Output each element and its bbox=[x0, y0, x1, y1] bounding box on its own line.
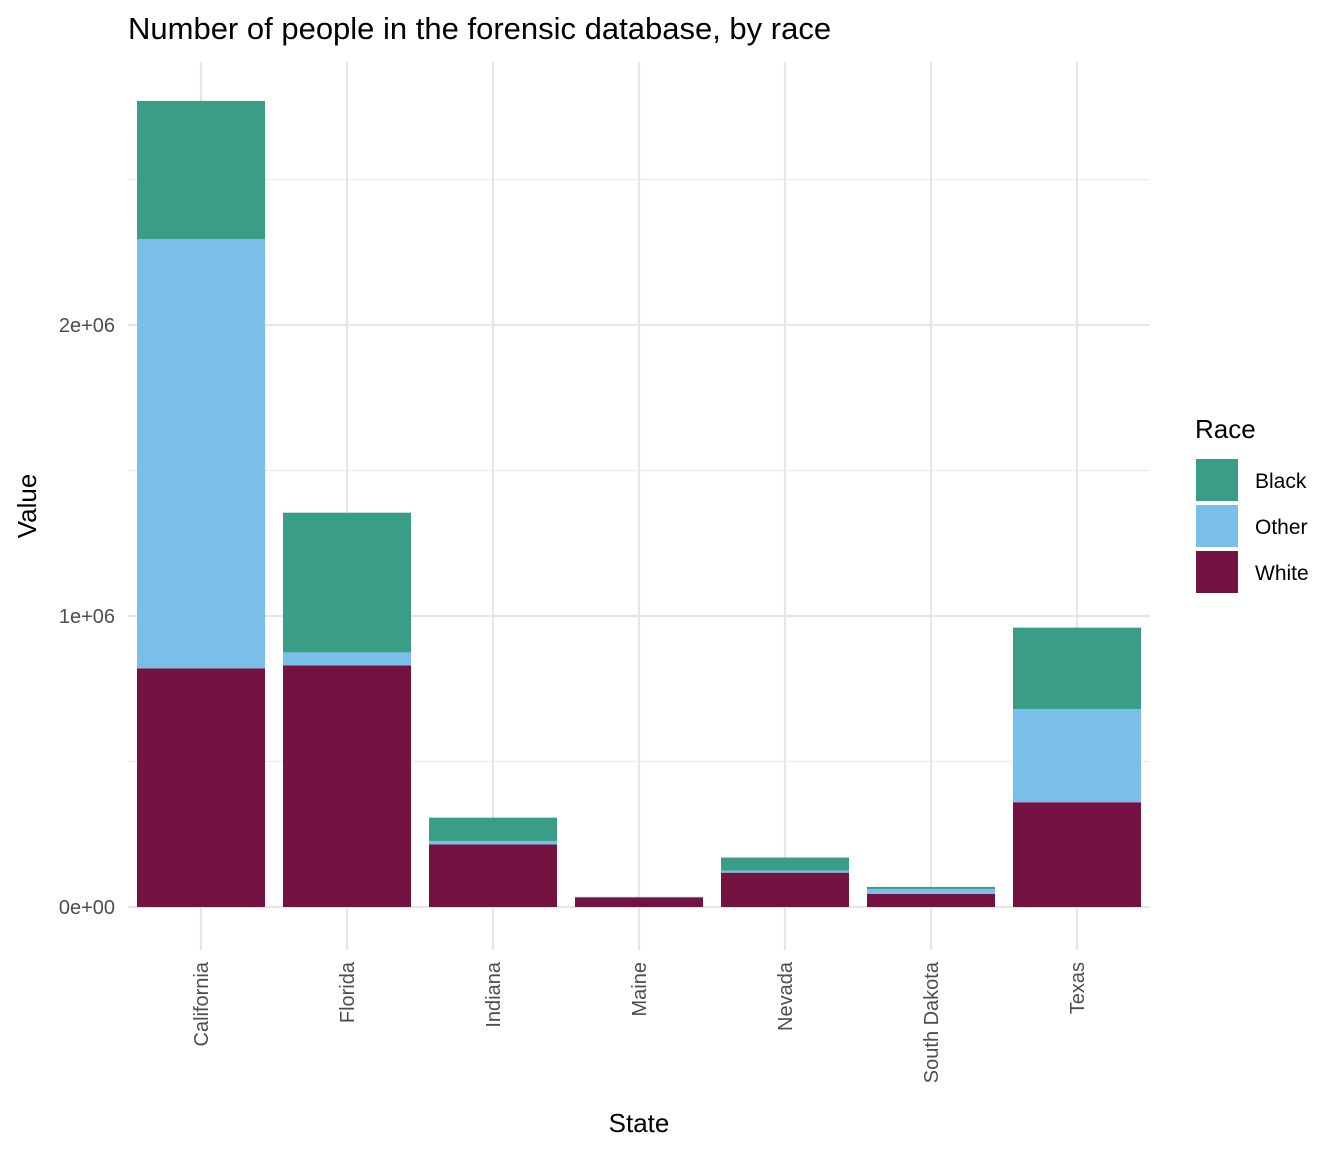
x-axis-title: State bbox=[609, 1108, 670, 1138]
bar-florida-black bbox=[283, 512, 411, 653]
grid bbox=[128, 62, 1150, 950]
bar-florida-other bbox=[283, 652, 411, 666]
y-tick-label: 0e+00 bbox=[59, 897, 115, 919]
legend-label-other: Other bbox=[1255, 516, 1308, 539]
x-tick-label: Nevada bbox=[775, 961, 797, 1031]
y-axis-ticks: 0e+00 1e+06 2e+06 bbox=[59, 315, 115, 919]
legend-label-white: White bbox=[1255, 562, 1309, 585]
legend-title: Race bbox=[1195, 414, 1256, 444]
bar-texas-white bbox=[1013, 802, 1141, 907]
legend: Race Black Other White bbox=[1195, 414, 1309, 593]
bar-texas-black bbox=[1013, 627, 1141, 710]
legend-label-black: Black bbox=[1255, 470, 1307, 493]
bar-florida-white bbox=[283, 665, 411, 907]
bar-california-white bbox=[137, 668, 265, 907]
bar-south-dakota-other bbox=[867, 888, 995, 894]
bar-nevada-white bbox=[721, 872, 849, 907]
x-tick-label: Maine bbox=[629, 962, 651, 1016]
bar-south-dakota-white bbox=[867, 893, 995, 907]
bars bbox=[137, 100, 1141, 907]
bar-indiana-white bbox=[429, 844, 557, 907]
x-tick-label: South Dakota bbox=[921, 961, 943, 1083]
bar-south-dakota-black bbox=[867, 886, 995, 889]
y-axis-title: Value bbox=[12, 474, 42, 539]
legend-key-other bbox=[1196, 505, 1238, 547]
bar-indiana-other bbox=[429, 840, 557, 845]
chart-title: Number of people in the forensic databas… bbox=[128, 11, 831, 46]
bar-maine-other bbox=[575, 896, 703, 898]
bar-indiana-black bbox=[429, 817, 557, 841]
x-tick-label: California bbox=[191, 961, 213, 1046]
legend-key-black bbox=[1196, 459, 1238, 501]
legend-key-white bbox=[1196, 551, 1238, 593]
x-axis-ticks: California Florida Indiana Maine Nevada South… bbox=[191, 961, 1089, 1083]
y-tick-label: 2e+06 bbox=[59, 315, 115, 337]
bar-california-black bbox=[137, 100, 265, 240]
bar-maine-white bbox=[575, 897, 703, 907]
x-tick-label: Indiana bbox=[483, 961, 505, 1027]
bar-nevada-other bbox=[721, 870, 849, 873]
bar-nevada-black bbox=[721, 857, 849, 871]
y-tick-label: 1e+06 bbox=[59, 606, 115, 628]
x-tick-label: Florida bbox=[337, 961, 359, 1023]
bar-california-other bbox=[137, 239, 265, 669]
x-tick-label: Texas bbox=[1067, 962, 1089, 1014]
bar-texas-other bbox=[1013, 709, 1141, 803]
